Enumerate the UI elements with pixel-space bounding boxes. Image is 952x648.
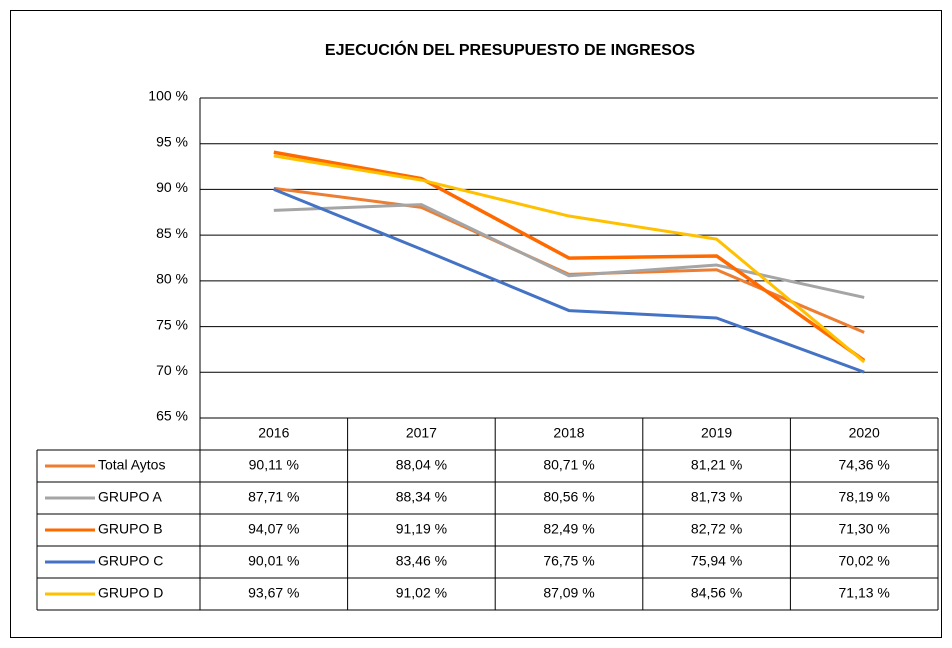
table-cell: 94,07 %	[248, 521, 299, 537]
y-tick-label: 85 %	[156, 225, 188, 241]
series-line	[273, 203, 865, 299]
y-tick-label: 75 %	[156, 316, 188, 332]
table-cell: 83,46 %	[396, 553, 447, 569]
legend-label: GRUPO C	[98, 553, 163, 569]
table-cell: 91,02 %	[396, 585, 447, 601]
chart-frame	[10, 10, 942, 638]
table-cell: 87,71 %	[248, 489, 299, 505]
table-cell: 71,30 %	[839, 521, 890, 537]
series-line	[273, 187, 865, 374]
legend-label: Total Aytos	[98, 457, 165, 473]
table-cell: 82,72 %	[691, 521, 742, 537]
table-cell: 78,19 %	[839, 489, 890, 505]
series-line	[273, 154, 866, 364]
table-cell: 71,13 %	[839, 585, 890, 601]
table-cell: 74,36 %	[839, 457, 890, 473]
x-tick-label: 2018	[553, 425, 584, 441]
table-cell: 70,02 %	[839, 553, 890, 569]
y-tick-label: 95 %	[156, 133, 188, 149]
chart-title: EJECUCIÓN DEL PRESUPUESTO DE INGRESOS	[325, 40, 695, 59]
legend-label: GRUPO A	[98, 489, 162, 505]
y-tick-label: 90 %	[156, 179, 188, 195]
x-tick-label: 2016	[258, 425, 289, 441]
table-cell: 84,56 %	[691, 585, 742, 601]
x-tick-label: 2020	[849, 425, 880, 441]
y-tick-label: 80 %	[156, 271, 188, 287]
table-cell: 81,73 %	[691, 489, 742, 505]
table-cell: 88,04 %	[396, 457, 447, 473]
table-cell: 90,01 %	[248, 553, 299, 569]
table-cell: 76,75 %	[543, 553, 594, 569]
y-tick-label: 100 %	[148, 88, 188, 104]
table-cell: 80,56 %	[543, 489, 594, 505]
y-tick-label: 70 %	[156, 362, 188, 378]
x-tick-label: 2017	[406, 425, 437, 441]
table-cell: 75,94 %	[691, 553, 742, 569]
y-tick-label: 65 %	[156, 408, 188, 424]
table-cell: 91,19 %	[396, 521, 447, 537]
x-tick-label: 2019	[701, 425, 732, 441]
table-cell: 88,34 %	[396, 489, 447, 505]
table-cell: 82,49 %	[543, 521, 594, 537]
legend-label: GRUPO B	[98, 521, 163, 537]
table-cell: 80,71 %	[543, 457, 594, 473]
legend-label: GRUPO D	[98, 585, 163, 601]
table-cell: 90,11 %	[249, 457, 299, 473]
table-cell: 93,67 %	[248, 585, 299, 601]
table-cell: 81,21 %	[691, 457, 742, 473]
series-line	[273, 150, 866, 362]
table-cell: 87,09 %	[543, 585, 594, 601]
